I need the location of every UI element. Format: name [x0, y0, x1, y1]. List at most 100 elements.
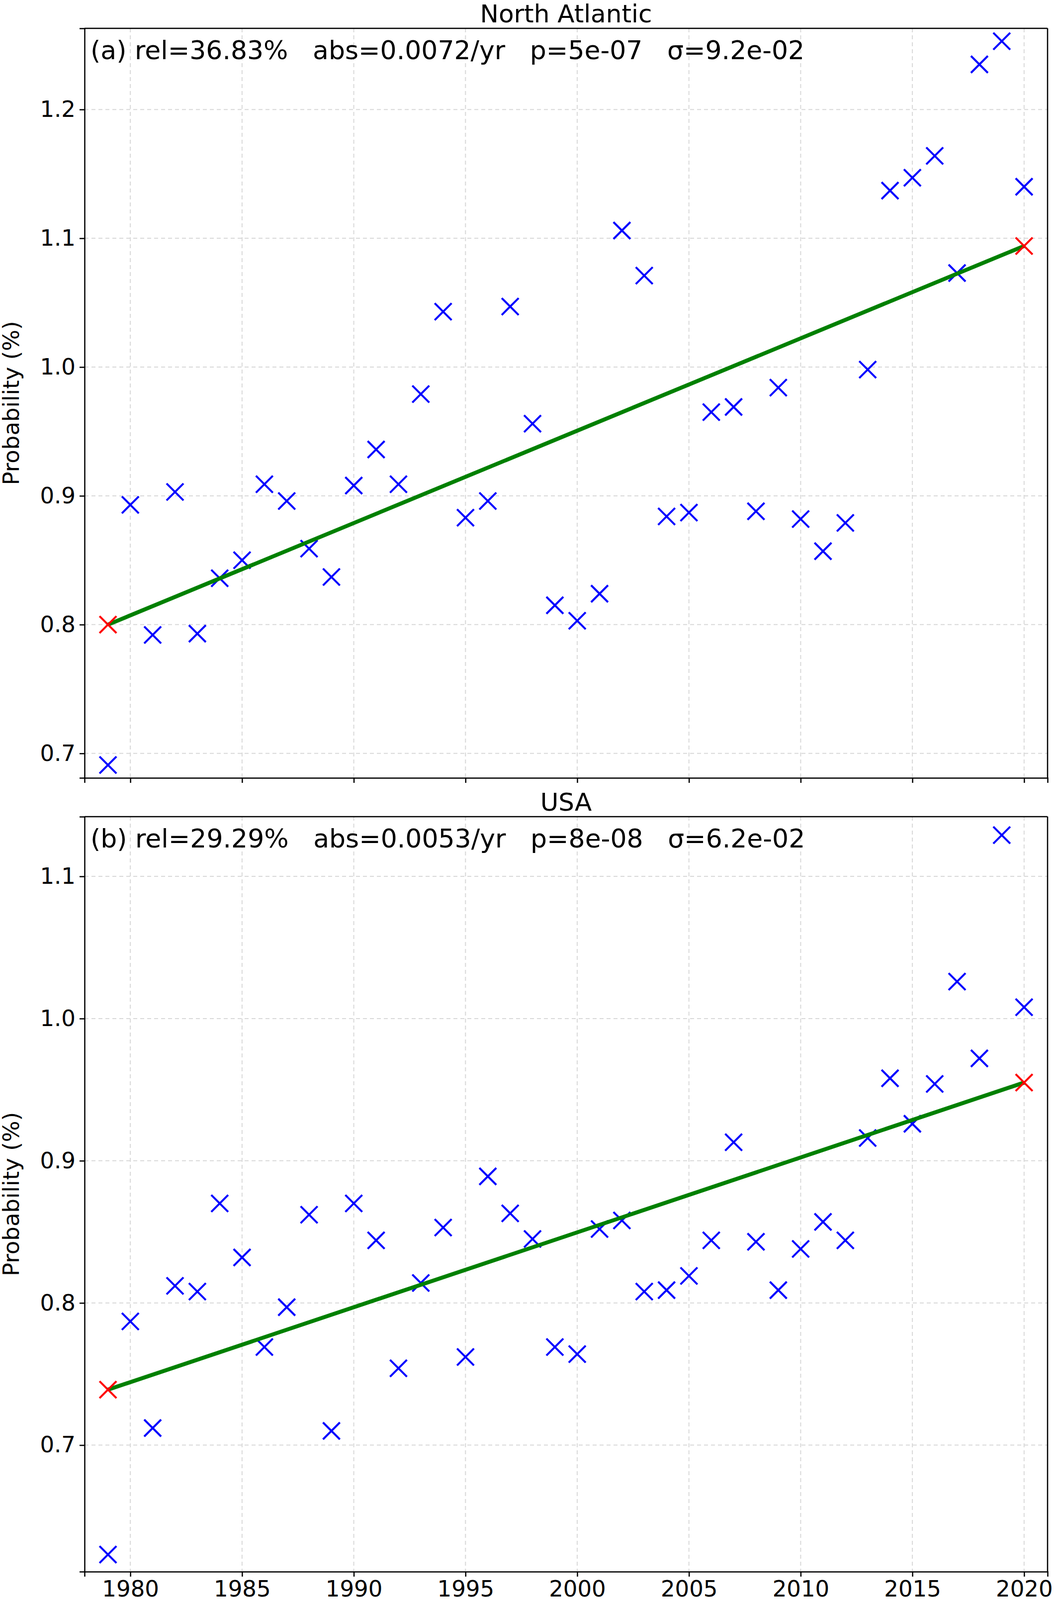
- point: [144, 1418, 162, 1436]
- plot-area: [99, 32, 1033, 774]
- point: [166, 483, 184, 501]
- point: [792, 1239, 809, 1257]
- grid-line-x: [241, 816, 243, 1572]
- grid-line-x: [688, 28, 690, 778]
- grid-line-x: [911, 816, 913, 1572]
- grid-line-x: [911, 28, 913, 778]
- point: [367, 440, 385, 458]
- y-axis: 0.70.80.91.01.1: [39, 816, 85, 1572]
- y-tick-label: 1.1: [39, 862, 76, 889]
- x-tick-label: 1990: [325, 1575, 383, 1600]
- trend-line: [107, 1082, 1025, 1390]
- x-tick-label: 1985: [213, 1575, 271, 1600]
- y-tick-label: 1.2: [39, 95, 76, 123]
- point: [1015, 177, 1033, 195]
- x-tick: 1995: [437, 1571, 495, 1600]
- trend-line: [107, 246, 1025, 625]
- x-tick-label: 2015: [883, 1575, 942, 1600]
- x-tick: [1024, 777, 1025, 783]
- y-tick-mark: [79, 752, 85, 755]
- x-tick: [353, 777, 355, 783]
- x-tick-mark: [800, 777, 802, 783]
- grid-line-x: [799, 28, 801, 778]
- x-tick-mark: [1023, 777, 1026, 783]
- x-axis: [85, 777, 1049, 783]
- point: [345, 1194, 363, 1212]
- y-axis-title: Probability (%): [0, 1111, 25, 1276]
- x-tick-mark: [241, 777, 244, 783]
- grid: [84, 816, 1048, 1572]
- x-tick-mark: [129, 777, 132, 783]
- y-tick: 0.9: [39, 482, 85, 509]
- x-tick: [465, 777, 466, 783]
- grid-line-x: [464, 816, 466, 1572]
- title: North Atlantic: [480, 0, 653, 29]
- point: [121, 496, 139, 514]
- figure: 0.70.80.91.01.11.2North Atlantic(a) rel=…: [0, 0, 1058, 1600]
- annotation: (a) rel=36.83% abs=0.0072/yr p=5e-07 σ=9…: [90, 35, 805, 66]
- point: [99, 756, 117, 774]
- y-tick: 0.8: [39, 1289, 85, 1316]
- plot-area: [99, 826, 1033, 1563]
- point: [211, 1194, 229, 1212]
- x-tick-mark: [353, 777, 355, 783]
- grid-line-x: [353, 816, 355, 1572]
- grid-line-x: [1023, 816, 1025, 1572]
- y-tick-mark: [79, 237, 85, 240]
- title: USA: [540, 787, 592, 817]
- point: [948, 972, 966, 990]
- x-tick-label: 2020: [995, 1575, 1054, 1600]
- point: [747, 1233, 765, 1250]
- x-axis-line: [85, 778, 1049, 784]
- point: [769, 378, 787, 396]
- x-tick: [800, 777, 801, 783]
- point: [188, 1282, 206, 1300]
- point: [456, 1347, 474, 1365]
- point: [881, 181, 899, 199]
- point: [501, 297, 519, 315]
- point: [256, 475, 273, 493]
- point: [680, 504, 698, 522]
- point: [881, 1069, 899, 1087]
- point: [926, 147, 944, 165]
- point: [769, 1281, 787, 1299]
- y-tick-label: 0.8: [39, 1289, 76, 1316]
- x-tick-mark: [911, 777, 914, 783]
- point: [99, 616, 117, 633]
- grid-line-y: [84, 237, 1048, 239]
- grid-line-x: [241, 28, 243, 778]
- point: [233, 1248, 251, 1266]
- x-tick-label: 1980: [101, 1575, 160, 1600]
- point: [389, 475, 407, 493]
- x-tick: 2015: [883, 1571, 942, 1600]
- x-tick-label: 2010: [772, 1575, 830, 1600]
- point: [568, 612, 586, 629]
- point: [613, 222, 631, 240]
- point: [144, 626, 162, 644]
- point: [1015, 237, 1033, 255]
- grid-line-y: [84, 366, 1048, 368]
- y-tick: 0.7: [39, 1430, 85, 1458]
- point: [323, 1421, 341, 1439]
- point: [524, 415, 541, 433]
- x-tick: [689, 777, 690, 783]
- point: [434, 303, 452, 321]
- point: [166, 1276, 184, 1294]
- grid-line-x: [129, 28, 131, 778]
- y-tick-mark: [79, 366, 85, 368]
- x-tick: 2020: [995, 1571, 1054, 1600]
- point: [188, 624, 206, 642]
- y-tick-label: 0.9: [39, 482, 76, 509]
- point: [546, 596, 564, 614]
- point: [278, 492, 296, 510]
- y-axis-title: Probability (%): [0, 320, 25, 485]
- grid-line-y: [84, 623, 1048, 625]
- point: [725, 398, 743, 416]
- point: [479, 1167, 497, 1185]
- grid-line-y: [84, 1159, 1048, 1161]
- point: [635, 266, 653, 284]
- point: [99, 1380, 117, 1398]
- x-tick: 2010: [772, 1571, 830, 1600]
- x-tick-mark: [465, 777, 467, 783]
- point: [926, 1074, 944, 1092]
